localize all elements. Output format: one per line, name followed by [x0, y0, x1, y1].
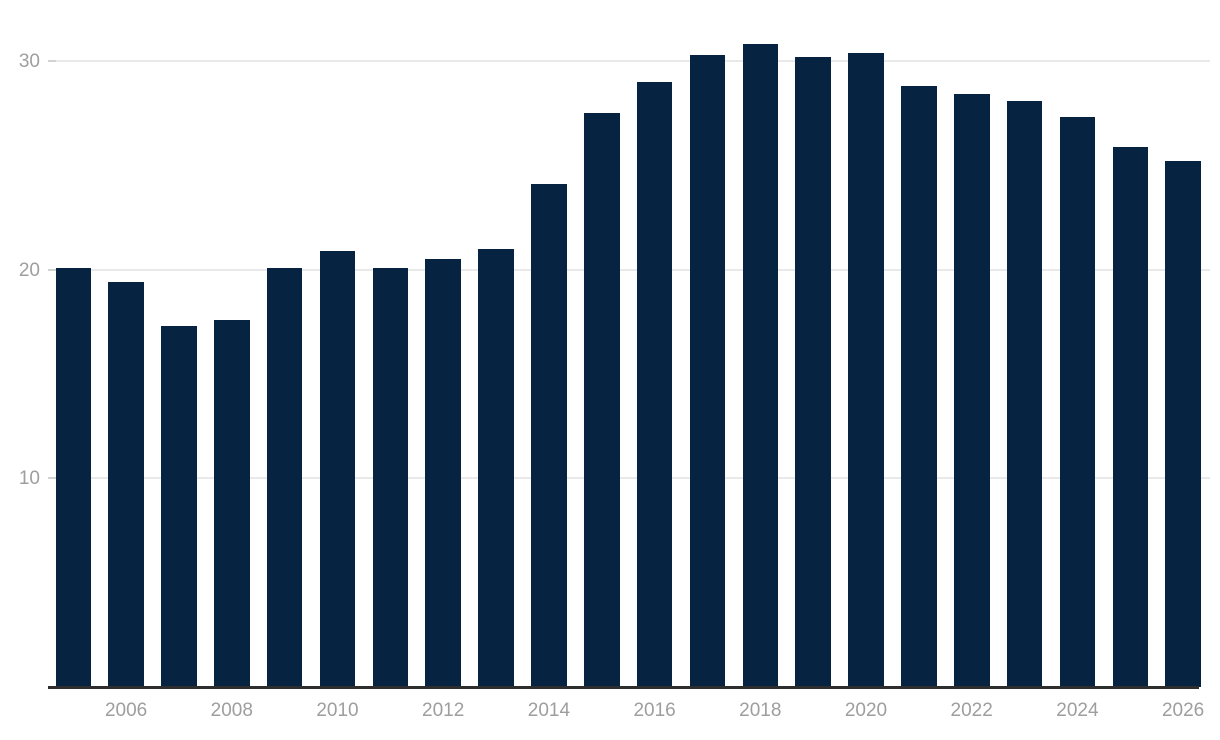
bar-2016[interactable] [636, 81, 673, 687]
bar-2013[interactable] [478, 248, 514, 687]
bar-2023[interactable] [1006, 100, 1043, 687]
bar-2022[interactable] [954, 94, 990, 687]
bar-2006[interactable] [108, 282, 144, 687]
bar-2012[interactable] [425, 259, 461, 687]
x-tick-label-2020: 2020 [844, 700, 888, 721]
bar-2020[interactable] [848, 52, 884, 687]
bar-2024[interactable] [1059, 117, 1096, 687]
x-axis-line [48, 686, 1199, 689]
bar-2021[interactable] [901, 86, 937, 687]
bar-2025[interactable] [1112, 146, 1148, 687]
bar-2007[interactable] [161, 326, 197, 687]
x-tick-label-2012: 2012 [422, 700, 465, 721]
bar-2005[interactable] [55, 267, 91, 687]
x-tick-label-2016: 2016 [633, 700, 676, 721]
x-tick-label-2022: 2022 [950, 700, 993, 721]
bar-2018[interactable] [742, 44, 779, 687]
bar-2009[interactable] [266, 267, 303, 687]
x-tick-label-2010: 2010 [316, 700, 359, 721]
bar-2019[interactable] [795, 56, 831, 687]
y-tick-label-20: 20 [18, 259, 40, 281]
x-tick-label-2024: 2024 [1056, 700, 1099, 721]
x-tick-label-2014: 2014 [527, 700, 571, 721]
bar-2008[interactable] [214, 319, 250, 687]
y-tick-mark [48, 60, 56, 62]
bar-2026[interactable] [1165, 161, 1201, 687]
bar-2011[interactable] [372, 267, 409, 687]
bar-2015[interactable] [584, 113, 620, 687]
x-tick-label-2026: 2026 [1161, 700, 1205, 721]
y-tick-label-30: 30 [18, 51, 40, 72]
x-tick-label-2008: 2008 [210, 700, 253, 721]
y-tick-label-10: 10 [18, 468, 40, 490]
bar-2017[interactable] [689, 54, 726, 687]
bar-2010[interactable] [319, 250, 356, 687]
x-tick-label-2018: 2018 [739, 700, 782, 721]
bar-2014[interactable] [531, 184, 567, 687]
x-tick-label-2006: 2006 [104, 700, 148, 721]
gridline-y-30 [48, 60, 1210, 62]
